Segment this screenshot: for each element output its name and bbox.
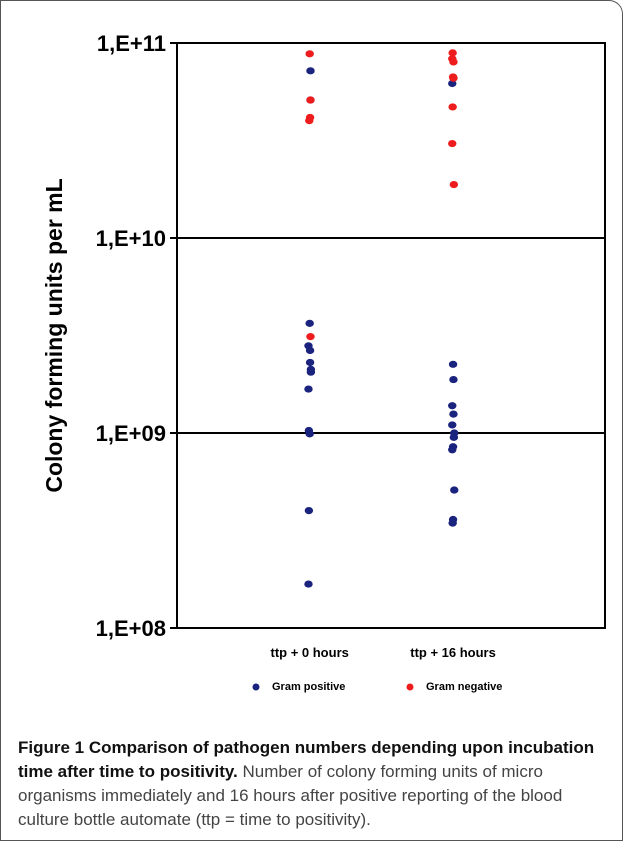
data-point xyxy=(448,421,457,429)
data-point xyxy=(305,430,314,438)
data-point xyxy=(304,580,313,588)
data-point xyxy=(450,486,459,494)
data-point xyxy=(305,116,314,125)
y-axis-label: Colony forming units per mL xyxy=(41,178,67,492)
caption-title: Figure 1 Comparison of pathogen numbers … xyxy=(18,738,595,781)
legend: Gram positive Gram negative xyxy=(252,681,502,693)
data-point xyxy=(448,402,457,410)
y-tick-label: 1,E+08 xyxy=(96,616,166,641)
legend-marker xyxy=(252,683,260,691)
data-point xyxy=(304,385,313,393)
data-point xyxy=(305,346,315,355)
data-point xyxy=(305,358,315,367)
y-tick-label: 1,E+09 xyxy=(96,421,166,446)
x-tick-label: ttp + 0 hours xyxy=(270,645,348,660)
x-tick-label: ttp + 16 hours xyxy=(410,645,496,660)
data-point xyxy=(449,180,459,189)
data-point xyxy=(304,506,314,515)
data-point xyxy=(306,368,316,376)
x-tick-labels: ttp + 0 hours ttp + 16 hours xyxy=(270,645,495,660)
data-point xyxy=(448,519,457,527)
y-tick-label: 1,E+10 xyxy=(96,226,166,251)
plot-area xyxy=(176,42,606,629)
legend-label: Gram negative xyxy=(426,681,502,693)
data-points xyxy=(304,49,459,588)
series-gram-positive xyxy=(304,67,459,588)
legend-marker xyxy=(406,683,414,691)
data-point xyxy=(448,49,457,57)
data-point xyxy=(449,58,458,66)
data-point xyxy=(448,103,457,111)
figure-caption: Figure 1 Comparison of pathogen numbers … xyxy=(18,736,614,832)
data-point xyxy=(448,360,458,368)
data-point xyxy=(448,139,457,148)
data-point xyxy=(449,410,458,418)
data-point xyxy=(449,433,459,441)
data-point xyxy=(449,74,458,82)
scatter-chart: 1,E+081,E+091,E+101,E+11 ttp + 0 hours tt… xyxy=(41,31,606,693)
data-point xyxy=(305,319,314,327)
gridlines xyxy=(170,42,605,629)
y-tick-labels: 1,E+08 1,E+09 1,E+10 1,E+11 xyxy=(96,31,166,641)
data-point xyxy=(306,96,315,104)
data-point xyxy=(306,333,315,341)
series-gram-negative xyxy=(305,49,459,341)
caption-body: Number of colony forming units of micro … xyxy=(18,762,563,829)
data-point xyxy=(305,50,314,58)
data-point xyxy=(306,67,315,75)
data-point xyxy=(448,446,457,454)
legend-label: Gram positive xyxy=(272,681,345,693)
y-tick-label: 1,E+11 xyxy=(97,31,166,56)
data-point xyxy=(449,375,458,384)
